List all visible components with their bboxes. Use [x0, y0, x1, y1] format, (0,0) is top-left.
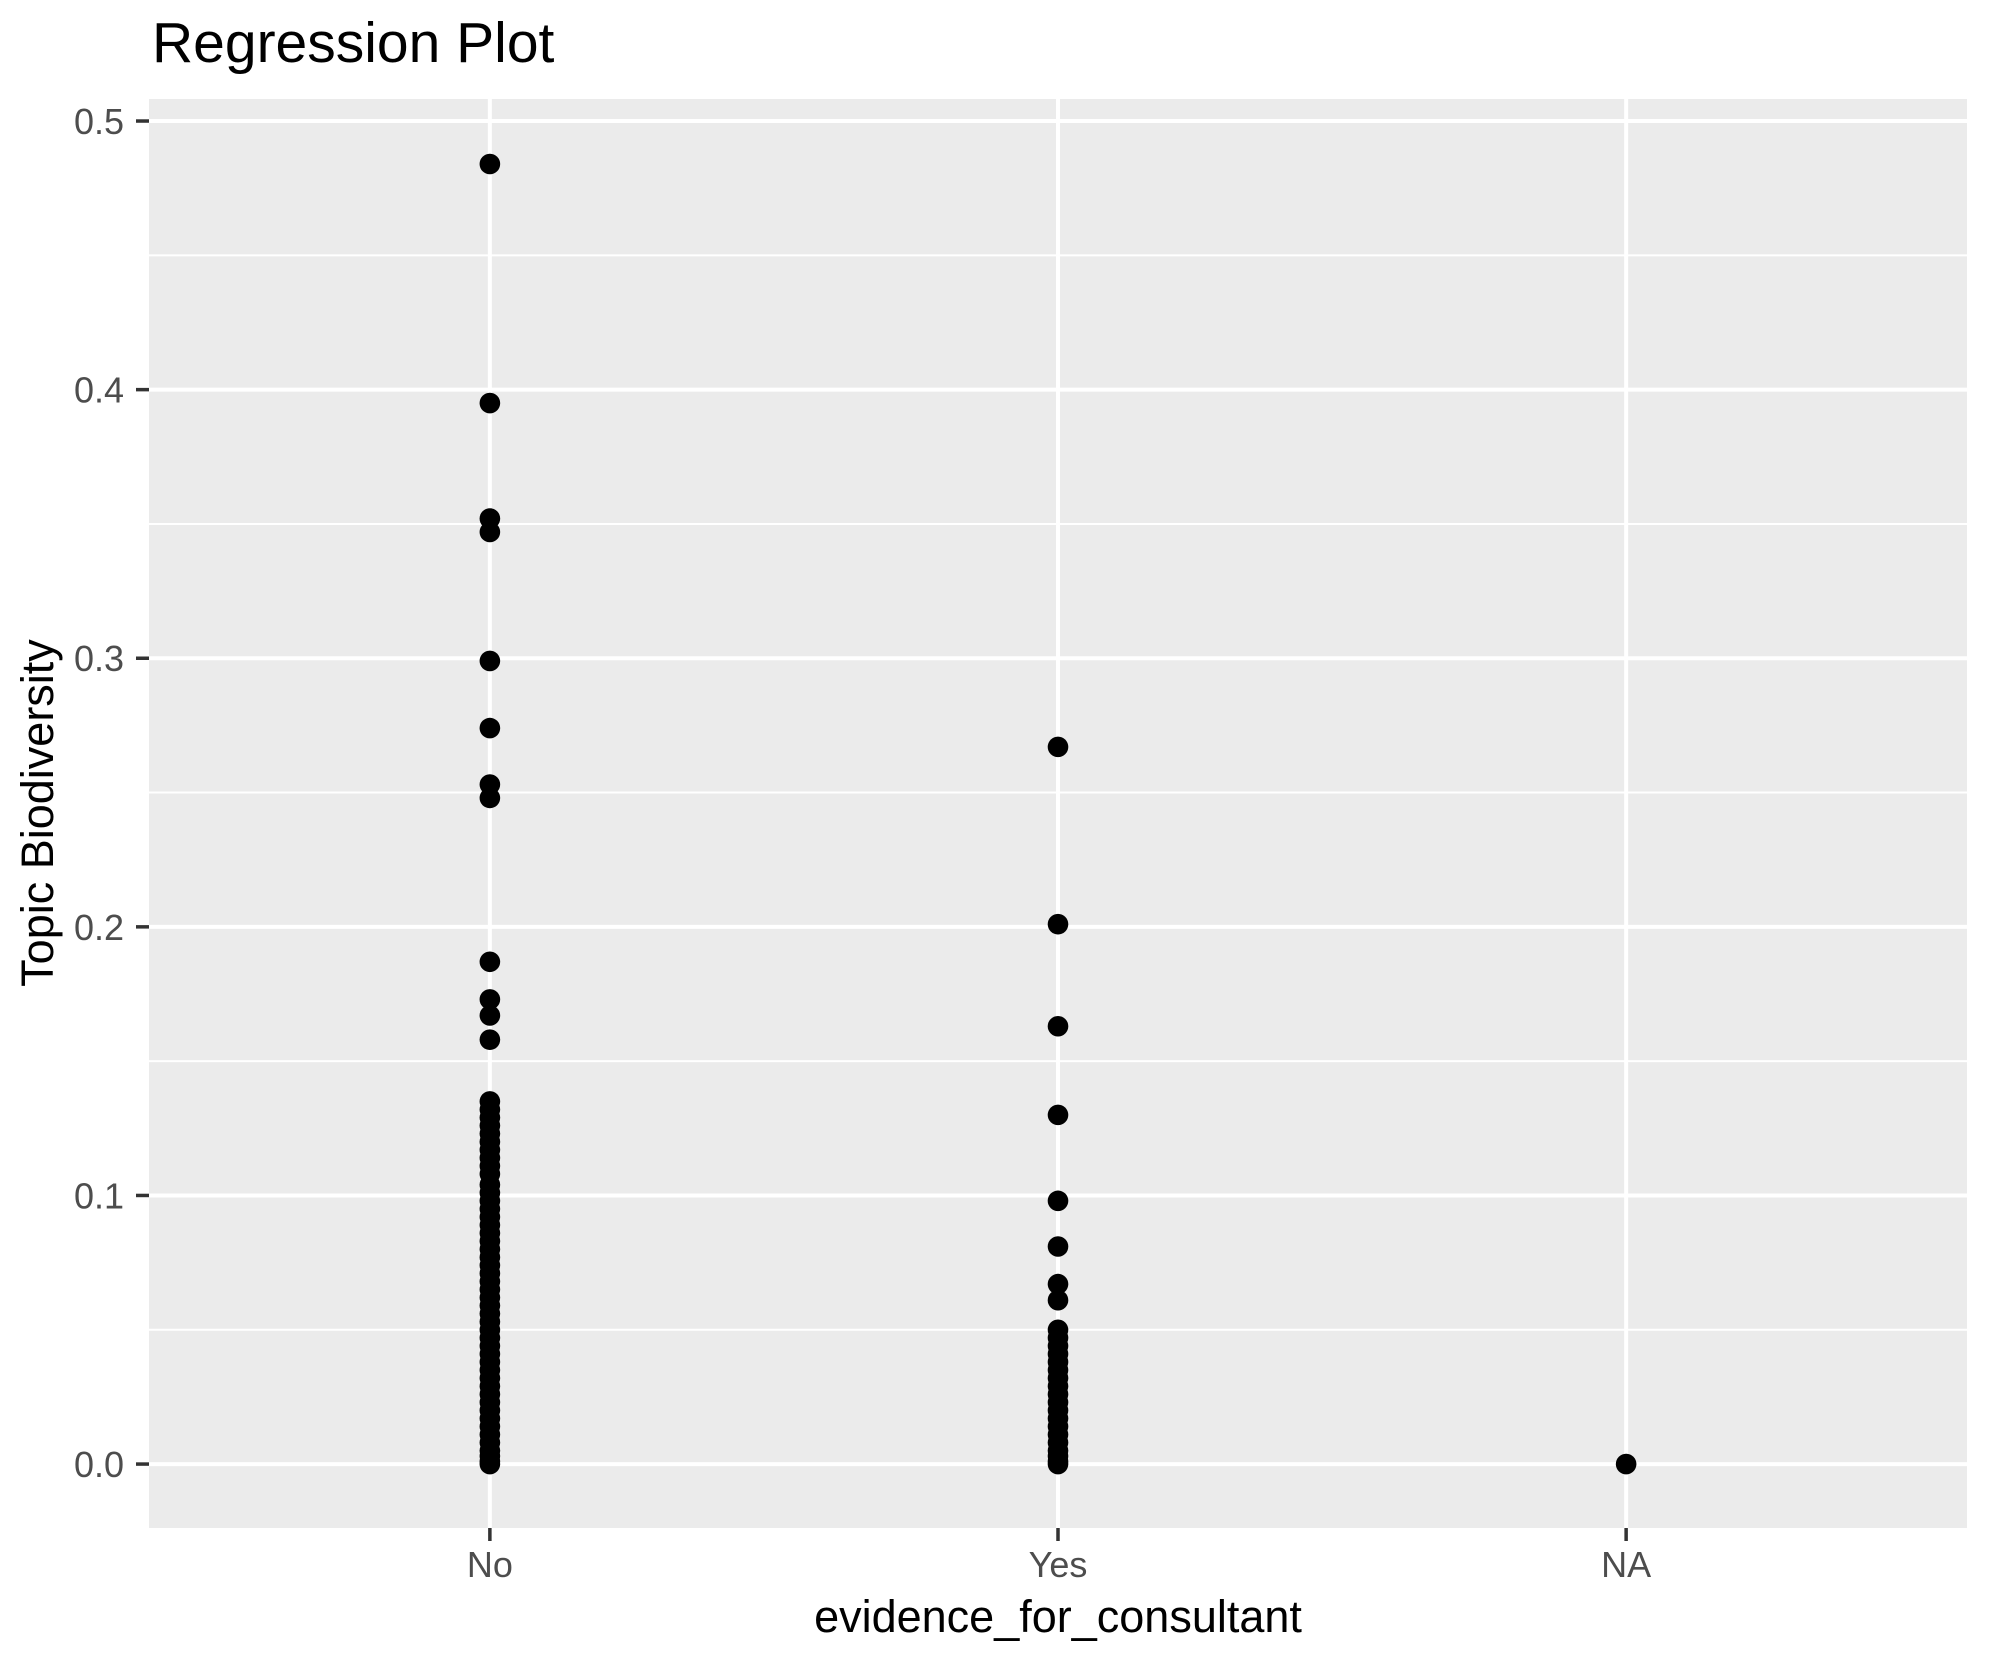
x-tick-label: Yes: [1029, 1544, 1088, 1585]
data-point: [479, 951, 501, 973]
data-point: [1047, 913, 1069, 935]
data-point: [1047, 1190, 1069, 1212]
data-point: [1047, 736, 1069, 758]
x-tick-label: No: [467, 1544, 513, 1585]
data-point: [1047, 1273, 1069, 1295]
data-point: [1047, 1289, 1069, 1311]
y-tick-label: 0.2: [74, 907, 124, 948]
plot-title: Regression Plot: [152, 11, 555, 75]
data-point: [479, 717, 501, 739]
data-point: [1047, 1015, 1069, 1037]
y-axis-title: Topic Biodiversity: [12, 639, 64, 987]
data-point: [479, 1453, 501, 1475]
data-point: [479, 392, 501, 414]
y-tick-label: 0.5: [74, 101, 124, 142]
x-axis-title: evidence_for_consultant: [814, 1591, 1302, 1642]
x-tick-label: NA: [1601, 1544, 1651, 1585]
data-point: [479, 1005, 501, 1026]
data-point: [1047, 1104, 1069, 1126]
y-tick-label: 0.3: [74, 638, 124, 679]
data-point: [479, 153, 501, 175]
data-point: [479, 650, 501, 672]
data-point: [479, 1029, 501, 1050]
data-point: [1047, 1453, 1069, 1475]
data-point: [1047, 1236, 1069, 1257]
data-point: [479, 989, 501, 1010]
y-tick-label: 0.1: [74, 1175, 124, 1216]
y-tick-label: 0.0: [74, 1444, 124, 1485]
data-point: [479, 787, 501, 809]
y-tick-label: 0.4: [74, 370, 124, 411]
data-point: [479, 521, 501, 543]
data-point: [1615, 1453, 1637, 1475]
